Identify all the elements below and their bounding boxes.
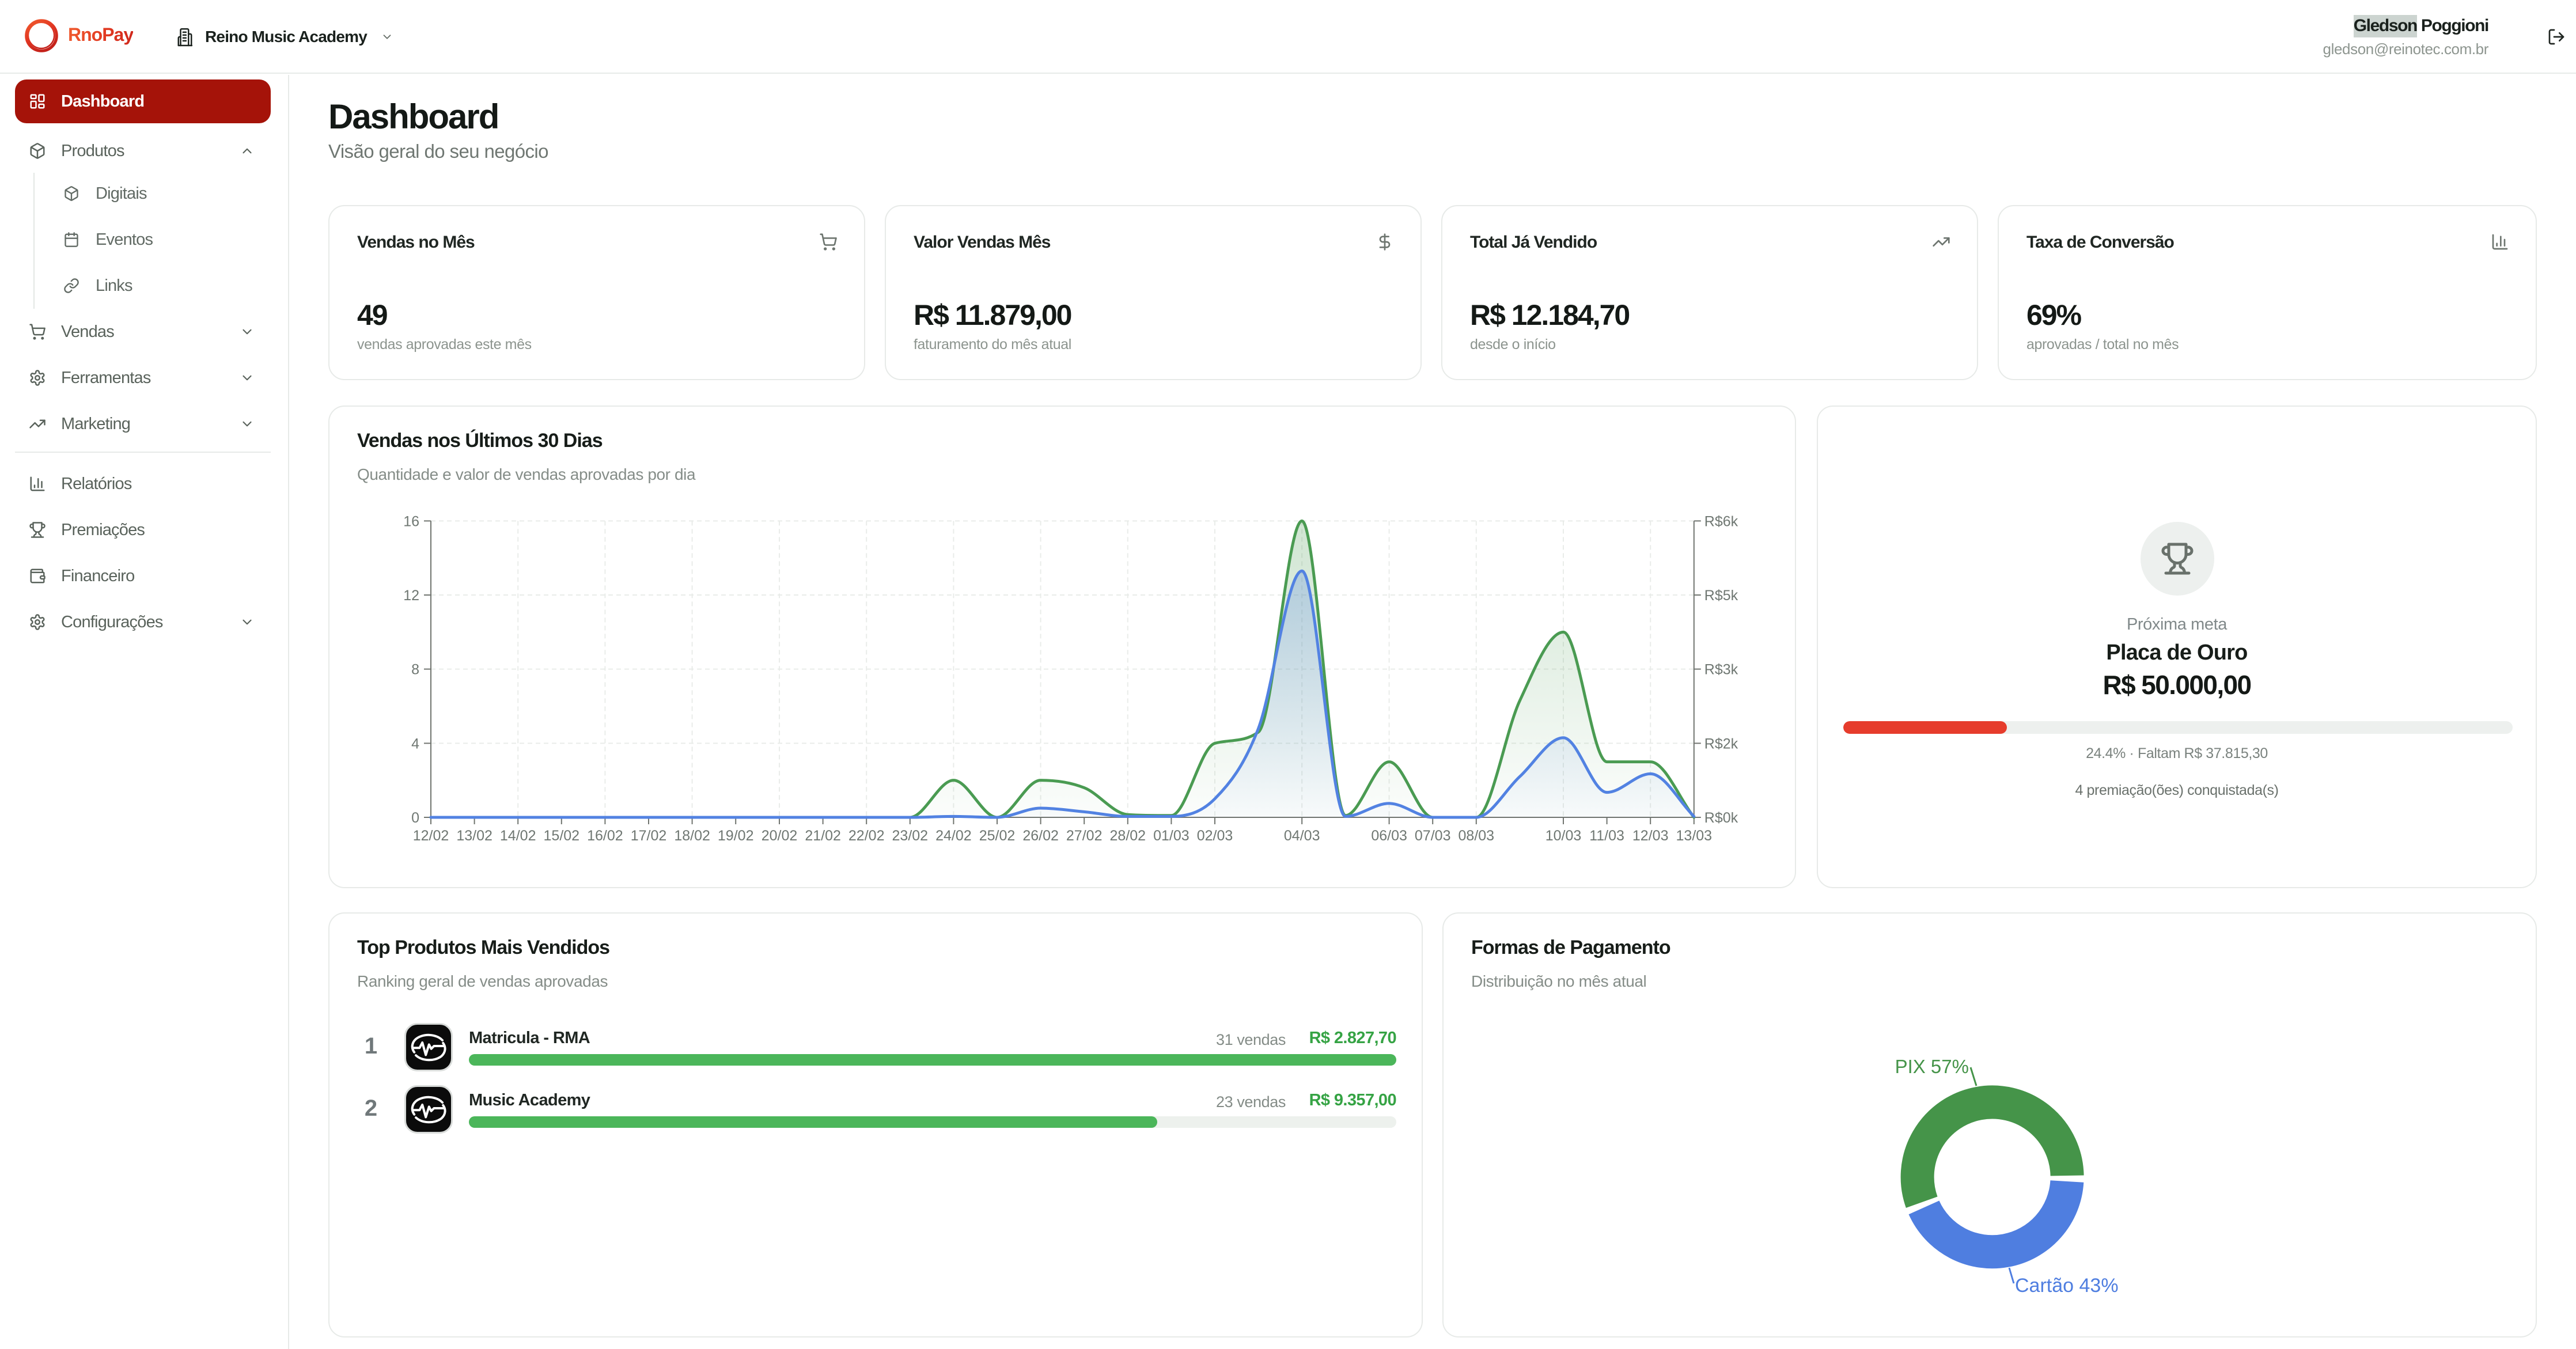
svg-text:13/02: 13/02: [456, 828, 493, 844]
svg-text:18/02: 18/02: [674, 828, 710, 844]
svg-text:0: 0: [411, 810, 419, 826]
svg-text:4: 4: [411, 736, 419, 752]
svg-text:R$6k: R$6k: [1704, 513, 1738, 529]
svg-text:R$3k: R$3k: [1704, 662, 1738, 678]
svg-text:10/03: 10/03: [1545, 828, 1582, 844]
svg-text:24/02: 24/02: [935, 828, 972, 844]
svg-text:17/02: 17/02: [631, 828, 667, 844]
svg-text:27/02: 27/02: [1066, 828, 1103, 844]
svg-text:13/03: 13/03: [1676, 828, 1713, 844]
svg-text:R$0k: R$0k: [1704, 810, 1738, 826]
svg-text:28/02: 28/02: [1110, 828, 1146, 844]
svg-text:25/02: 25/02: [979, 828, 1016, 844]
svg-text:15/02: 15/02: [544, 828, 580, 844]
svg-text:19/02: 19/02: [718, 828, 754, 844]
svg-text:12/03: 12/03: [1632, 828, 1669, 844]
svg-text:06/03: 06/03: [1371, 828, 1407, 844]
svg-text:R$2k: R$2k: [1704, 736, 1738, 752]
svg-text:14/02: 14/02: [500, 828, 536, 844]
svg-text:8: 8: [411, 662, 419, 678]
svg-text:PIX 57%: PIX 57%: [1895, 1056, 1969, 1077]
svg-text:12: 12: [403, 588, 419, 604]
svg-text:R$5k: R$5k: [1704, 588, 1738, 604]
svg-text:22/02: 22/02: [848, 828, 885, 844]
svg-text:11/03: 11/03: [1589, 828, 1624, 844]
svg-text:02/03: 02/03: [1197, 828, 1233, 844]
svg-text:Cartão 43%: Cartão 43%: [2015, 1275, 2119, 1297]
svg-text:26/02: 26/02: [1022, 828, 1059, 844]
svg-text:08/03: 08/03: [1459, 828, 1495, 844]
svg-text:16/02: 16/02: [587, 828, 623, 844]
svg-text:20/02: 20/02: [762, 828, 798, 844]
svg-text:21/02: 21/02: [805, 828, 841, 844]
svg-text:12/02: 12/02: [413, 828, 449, 844]
svg-text:16: 16: [403, 513, 419, 529]
svg-text:07/03: 07/03: [1415, 828, 1451, 844]
svg-text:23/02: 23/02: [892, 828, 929, 844]
svg-text:01/03: 01/03: [1153, 828, 1189, 844]
svg-text:04/03: 04/03: [1284, 828, 1320, 844]
